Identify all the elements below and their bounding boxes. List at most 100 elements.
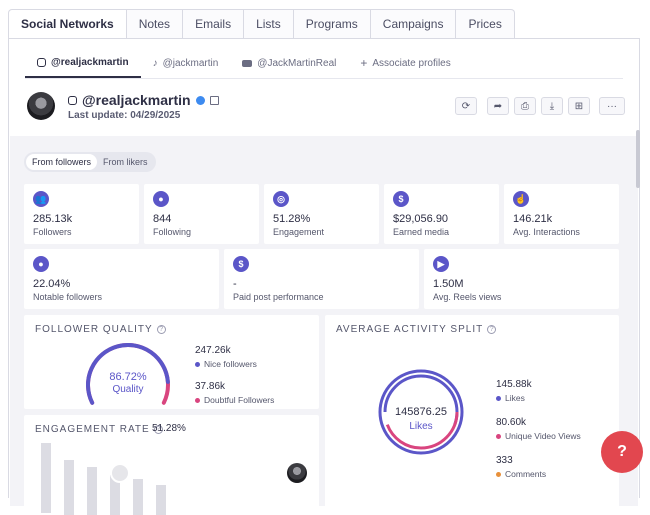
- stat-label: Notable followers: [33, 292, 103, 302]
- user-icon: ●: [153, 191, 169, 207]
- stat-value: 22.04%: [33, 278, 71, 290]
- instagram-icon: [37, 57, 46, 67]
- stats-content: From followers From likers 👥 285.13k Fol…: [10, 136, 638, 515]
- profile-tab-tiktok[interactable]: ♪ @jackmartin: [141, 48, 231, 78]
- stat-card-notable-followers: ● 22.04% Notable followers: [24, 249, 219, 309]
- from-followers-option[interactable]: From followers: [26, 154, 98, 170]
- tiktok-icon: ♪: [152, 57, 158, 69]
- stat-card-followers: 👥 285.13k Followers: [24, 184, 139, 244]
- activity-split-donut: [378, 369, 464, 455]
- instagram-icon: [68, 95, 77, 105]
- profile-tab-label: @JackMartinReal: [257, 57, 337, 69]
- tab-prices[interactable]: Prices: [456, 9, 515, 39]
- engagement-bar: [156, 485, 166, 515]
- activity-center-label: Likes: [409, 421, 433, 432]
- legend-dot: [195, 397, 200, 403]
- stat-value: 146.21k: [513, 213, 553, 225]
- video-views-label: Unique Video Views: [496, 431, 581, 441]
- scrollbar[interactable]: [636, 130, 640, 188]
- profile-tab-label: @jackmartin: [162, 57, 219, 69]
- avatar: [287, 463, 307, 483]
- from-likers-option[interactable]: From likers: [103, 157, 148, 167]
- likes-ring: [378, 369, 464, 455]
- external-link-icon[interactable]: [209, 95, 219, 105]
- stat-label: Engagement: [273, 227, 325, 237]
- legend-text: Nice followers: [204, 359, 257, 369]
- engagement-rate-card: ENGAGEMENT RATE ? 51.28%: [24, 415, 319, 515]
- share-icon: ➦: [493, 100, 503, 112]
- print-icon: ⎙: [521, 100, 529, 112]
- likes-value: 145.88k: [496, 379, 532, 390]
- tab-notes[interactable]: Notes: [126, 9, 184, 39]
- activity-split-card: AVERAGE ACTIVITY SPLIT ? 145876.25 Likes…: [325, 315, 619, 510]
- stat-card-avg-interactions: ☝ 146.21k Avg. Interactions: [504, 184, 619, 244]
- likes-label: Likes: [496, 393, 525, 403]
- tab-emails[interactable]: Emails: [183, 9, 245, 39]
- follower-quality-title: FOLLOWER QUALITY ?: [35, 324, 166, 335]
- legend-dot: [496, 395, 501, 401]
- add-to-list-button[interactable]: ⊞: [568, 97, 590, 115]
- main-tabs: Social Networks Notes Emails Lists Progr…: [8, 9, 515, 39]
- engagement-rate-title: ENGAGEMENT RATE ?: [35, 424, 163, 435]
- engagement-bar: [133, 479, 143, 515]
- stat-value: 285.13k: [33, 213, 73, 225]
- engagement-bar: [87, 467, 97, 515]
- comments-value: 333: [496, 455, 513, 466]
- tab-programs[interactable]: Programs: [293, 9, 371, 39]
- stat-value: 844: [153, 213, 172, 225]
- last-update: Last update: 04/29/2025: [68, 110, 181, 121]
- user-star-icon: ●: [33, 256, 49, 272]
- download-icon: ⤓: [549, 100, 555, 112]
- help-icon[interactable]: ?: [156, 325, 166, 334]
- profile-tab-instagram[interactable]: @realjackmartin: [25, 48, 141, 78]
- plus-icon: +: [360, 56, 368, 70]
- profile-tabs: @realjackmartin ♪ @jackmartin @JackMarti…: [25, 48, 463, 78]
- profile-name: @realjackmartin: [68, 92, 219, 108]
- download-button[interactable]: ⤓: [541, 97, 563, 115]
- comments-label: Comments: [496, 469, 546, 479]
- stat-value: 51.28%: [273, 213, 311, 225]
- more-button[interactable]: ···: [599, 97, 625, 115]
- stat-label: Following: [153, 227, 192, 237]
- help-icon[interactable]: ?: [153, 425, 163, 434]
- subtabs-divider: [25, 78, 623, 79]
- add-box-icon: ⊞: [574, 100, 584, 112]
- print-button[interactable]: ⎙: [514, 97, 536, 115]
- quality-label: Quality: [112, 384, 144, 395]
- stat-label: Avg. Reels views: [433, 292, 502, 302]
- youtube-icon: [242, 59, 253, 67]
- tab-lists[interactable]: Lists: [244, 9, 294, 39]
- section-title: ENGAGEMENT RATE: [35, 424, 150, 435]
- chat-button[interactable]: ?: [601, 431, 643, 473]
- activity-split-title: AVERAGE ACTIVITY SPLIT ?: [336, 324, 497, 335]
- stat-card-avg-reels-views: ▶ 1.50M Avg. Reels views: [424, 249, 619, 309]
- video-views-arc: [383, 374, 459, 450]
- refresh-button[interactable]: ⟳: [455, 97, 477, 115]
- social-networks-panel: @realjackmartin ♪ @jackmartin @JackMarti…: [8, 38, 640, 515]
- engagement-bar: [64, 460, 74, 515]
- share-button[interactable]: ➦: [487, 97, 509, 115]
- profile-tab-label: @realjackmartin: [51, 56, 129, 68]
- target-icon: ◎: [273, 191, 289, 207]
- activity-center-value: 145876.25: [395, 406, 447, 418]
- stat-label: Followers: [33, 227, 72, 237]
- nice-followers-label: Nice followers: [195, 359, 257, 369]
- help-icon[interactable]: ?: [487, 325, 497, 334]
- associate-profiles-button[interactable]: + Associate profiles: [348, 48, 462, 78]
- refresh-icon: ⟳: [461, 100, 471, 112]
- stat-card-following: ● 844 Following: [144, 184, 259, 244]
- stat-label: Earned media: [393, 227, 450, 237]
- legend-text: Unique Video Views: [505, 431, 581, 441]
- tab-social-networks[interactable]: Social Networks: [8, 9, 127, 39]
- profile-handle: @realjackmartin: [82, 92, 191, 108]
- video-views-value: 80.60k: [496, 417, 527, 428]
- profile-tab-youtube[interactable]: @JackMartinReal: [230, 48, 348, 78]
- legend-text: Likes: [505, 393, 525, 403]
- engagement-bar: [41, 443, 51, 513]
- quality-percent: 86.72%: [109, 371, 147, 383]
- nice-followers-value: 247.26k: [195, 345, 231, 356]
- legend-text: Comments: [505, 469, 547, 479]
- verified-icon: [195, 95, 205, 105]
- section-title: FOLLOWER QUALITY: [35, 324, 153, 335]
- tab-campaigns[interactable]: Campaigns: [370, 9, 457, 39]
